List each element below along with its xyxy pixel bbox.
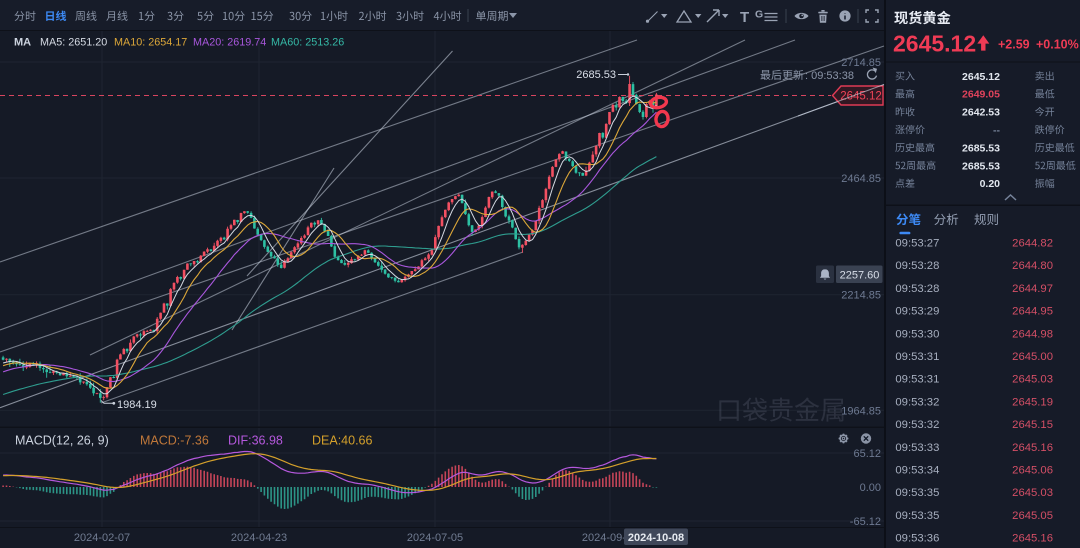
svg-text:09:53:35: 09:53:35 xyxy=(895,510,939,522)
svg-text:09:53:27: 09:53:27 xyxy=(895,238,939,250)
svg-text:MACD(12, 26, 9): MACD(12, 26, 9) xyxy=(15,434,109,448)
svg-text:65.12: 65.12 xyxy=(853,448,881,460)
svg-text:09:53:35: 09:53:35 xyxy=(895,487,939,499)
svg-text:09:53:36: 09:53:36 xyxy=(895,533,939,545)
svg-text:09:53:31: 09:53:31 xyxy=(895,374,939,386)
svg-text:T: T xyxy=(740,9,749,26)
svg-text:: 09:53:38: : 09:53:38 xyxy=(805,70,854,82)
svg-text:2645.03: 2645.03 xyxy=(1012,487,1053,499)
svg-text:+0.10%: +0.10% xyxy=(1036,38,1079,52)
svg-text:DEA:40.66: DEA:40.66 xyxy=(312,434,373,448)
svg-text:09:53:33: 09:53:33 xyxy=(895,442,939,454)
svg-text:0.00: 0.00 xyxy=(860,482,881,494)
svg-text:MA20: 2619.74: MA20: 2619.74 xyxy=(193,37,266,49)
svg-text:09:53:29: 09:53:29 xyxy=(895,306,939,318)
svg-text:2645.03: 2645.03 xyxy=(1012,374,1053,386)
svg-text:MA: MA xyxy=(14,37,31,49)
svg-text:2645.16: 2645.16 xyxy=(1012,533,1053,545)
svg-text:2257.60: 2257.60 xyxy=(840,269,880,281)
svg-text:1964.85: 1964.85 xyxy=(841,405,881,417)
svg-text:2645.19: 2645.19 xyxy=(1012,396,1053,408)
svg-text:2642.53: 2642.53 xyxy=(962,107,1000,119)
svg-text:2685.53: 2685.53 xyxy=(962,160,1000,172)
svg-text:+2.59: +2.59 xyxy=(998,38,1030,52)
svg-text:--: -- xyxy=(993,125,1000,137)
svg-text:09:53:28: 09:53:28 xyxy=(895,283,939,295)
svg-text:2645.12: 2645.12 xyxy=(893,31,976,57)
svg-text:2024-02-07: 2024-02-07 xyxy=(74,532,130,544)
svg-text:2645.05: 2645.05 xyxy=(1012,510,1053,522)
svg-text:G: G xyxy=(755,9,763,21)
svg-text:2645.06: 2645.06 xyxy=(1012,465,1053,477)
svg-text:2024-04-23: 2024-04-23 xyxy=(231,532,287,544)
svg-text:1984.19: 1984.19 xyxy=(117,399,157,411)
svg-text:MA10: 2654.17: MA10: 2654.17 xyxy=(114,37,187,49)
svg-text:2464.85: 2464.85 xyxy=(841,173,881,185)
svg-text:2644.80: 2644.80 xyxy=(1012,260,1053,272)
svg-text:2645.12: 2645.12 xyxy=(962,71,1000,83)
svg-text:2644.98: 2644.98 xyxy=(1012,328,1053,340)
svg-text:MA60: 2513.26: MA60: 2513.26 xyxy=(271,37,344,49)
svg-text:2644.82: 2644.82 xyxy=(1012,238,1053,250)
svg-text:2685.53: 2685.53 xyxy=(576,69,616,81)
svg-text:MACD:-7.36: MACD:-7.36 xyxy=(140,434,209,448)
svg-text:09:53:34: 09:53:34 xyxy=(895,465,939,477)
svg-text:09:53:30: 09:53:30 xyxy=(895,328,939,340)
svg-text:2645.16: 2645.16 xyxy=(1012,442,1053,454)
svg-text:09:53:28: 09:53:28 xyxy=(895,260,939,272)
svg-text:MA5: 2651.20: MA5: 2651.20 xyxy=(40,37,107,49)
svg-text:2714.85: 2714.85 xyxy=(841,57,881,69)
svg-text:2214.85: 2214.85 xyxy=(841,290,881,302)
svg-text:2649.05: 2649.05 xyxy=(962,89,1000,101)
svg-text:09:53:32: 09:53:32 xyxy=(895,419,939,431)
svg-text:2644.95: 2644.95 xyxy=(1012,306,1053,318)
svg-text:DIF:36.98: DIF:36.98 xyxy=(228,434,283,448)
svg-text:09:53:31: 09:53:31 xyxy=(895,351,939,363)
svg-text:0.20: 0.20 xyxy=(980,178,1001,190)
svg-text:09:53:32: 09:53:32 xyxy=(895,396,939,408)
svg-text:-65.12: -65.12 xyxy=(850,516,881,528)
svg-text:2645.15: 2645.15 xyxy=(1012,419,1053,431)
svg-text:2685.53: 2685.53 xyxy=(962,142,1000,154)
svg-text:2645.00: 2645.00 xyxy=(1012,351,1053,363)
svg-text:2024-10-08: 2024-10-08 xyxy=(628,532,684,544)
svg-text:2645.12: 2645.12 xyxy=(840,91,882,103)
svg-text:2024-07-05: 2024-07-05 xyxy=(407,532,463,544)
svg-text:2644.97: 2644.97 xyxy=(1012,283,1053,295)
